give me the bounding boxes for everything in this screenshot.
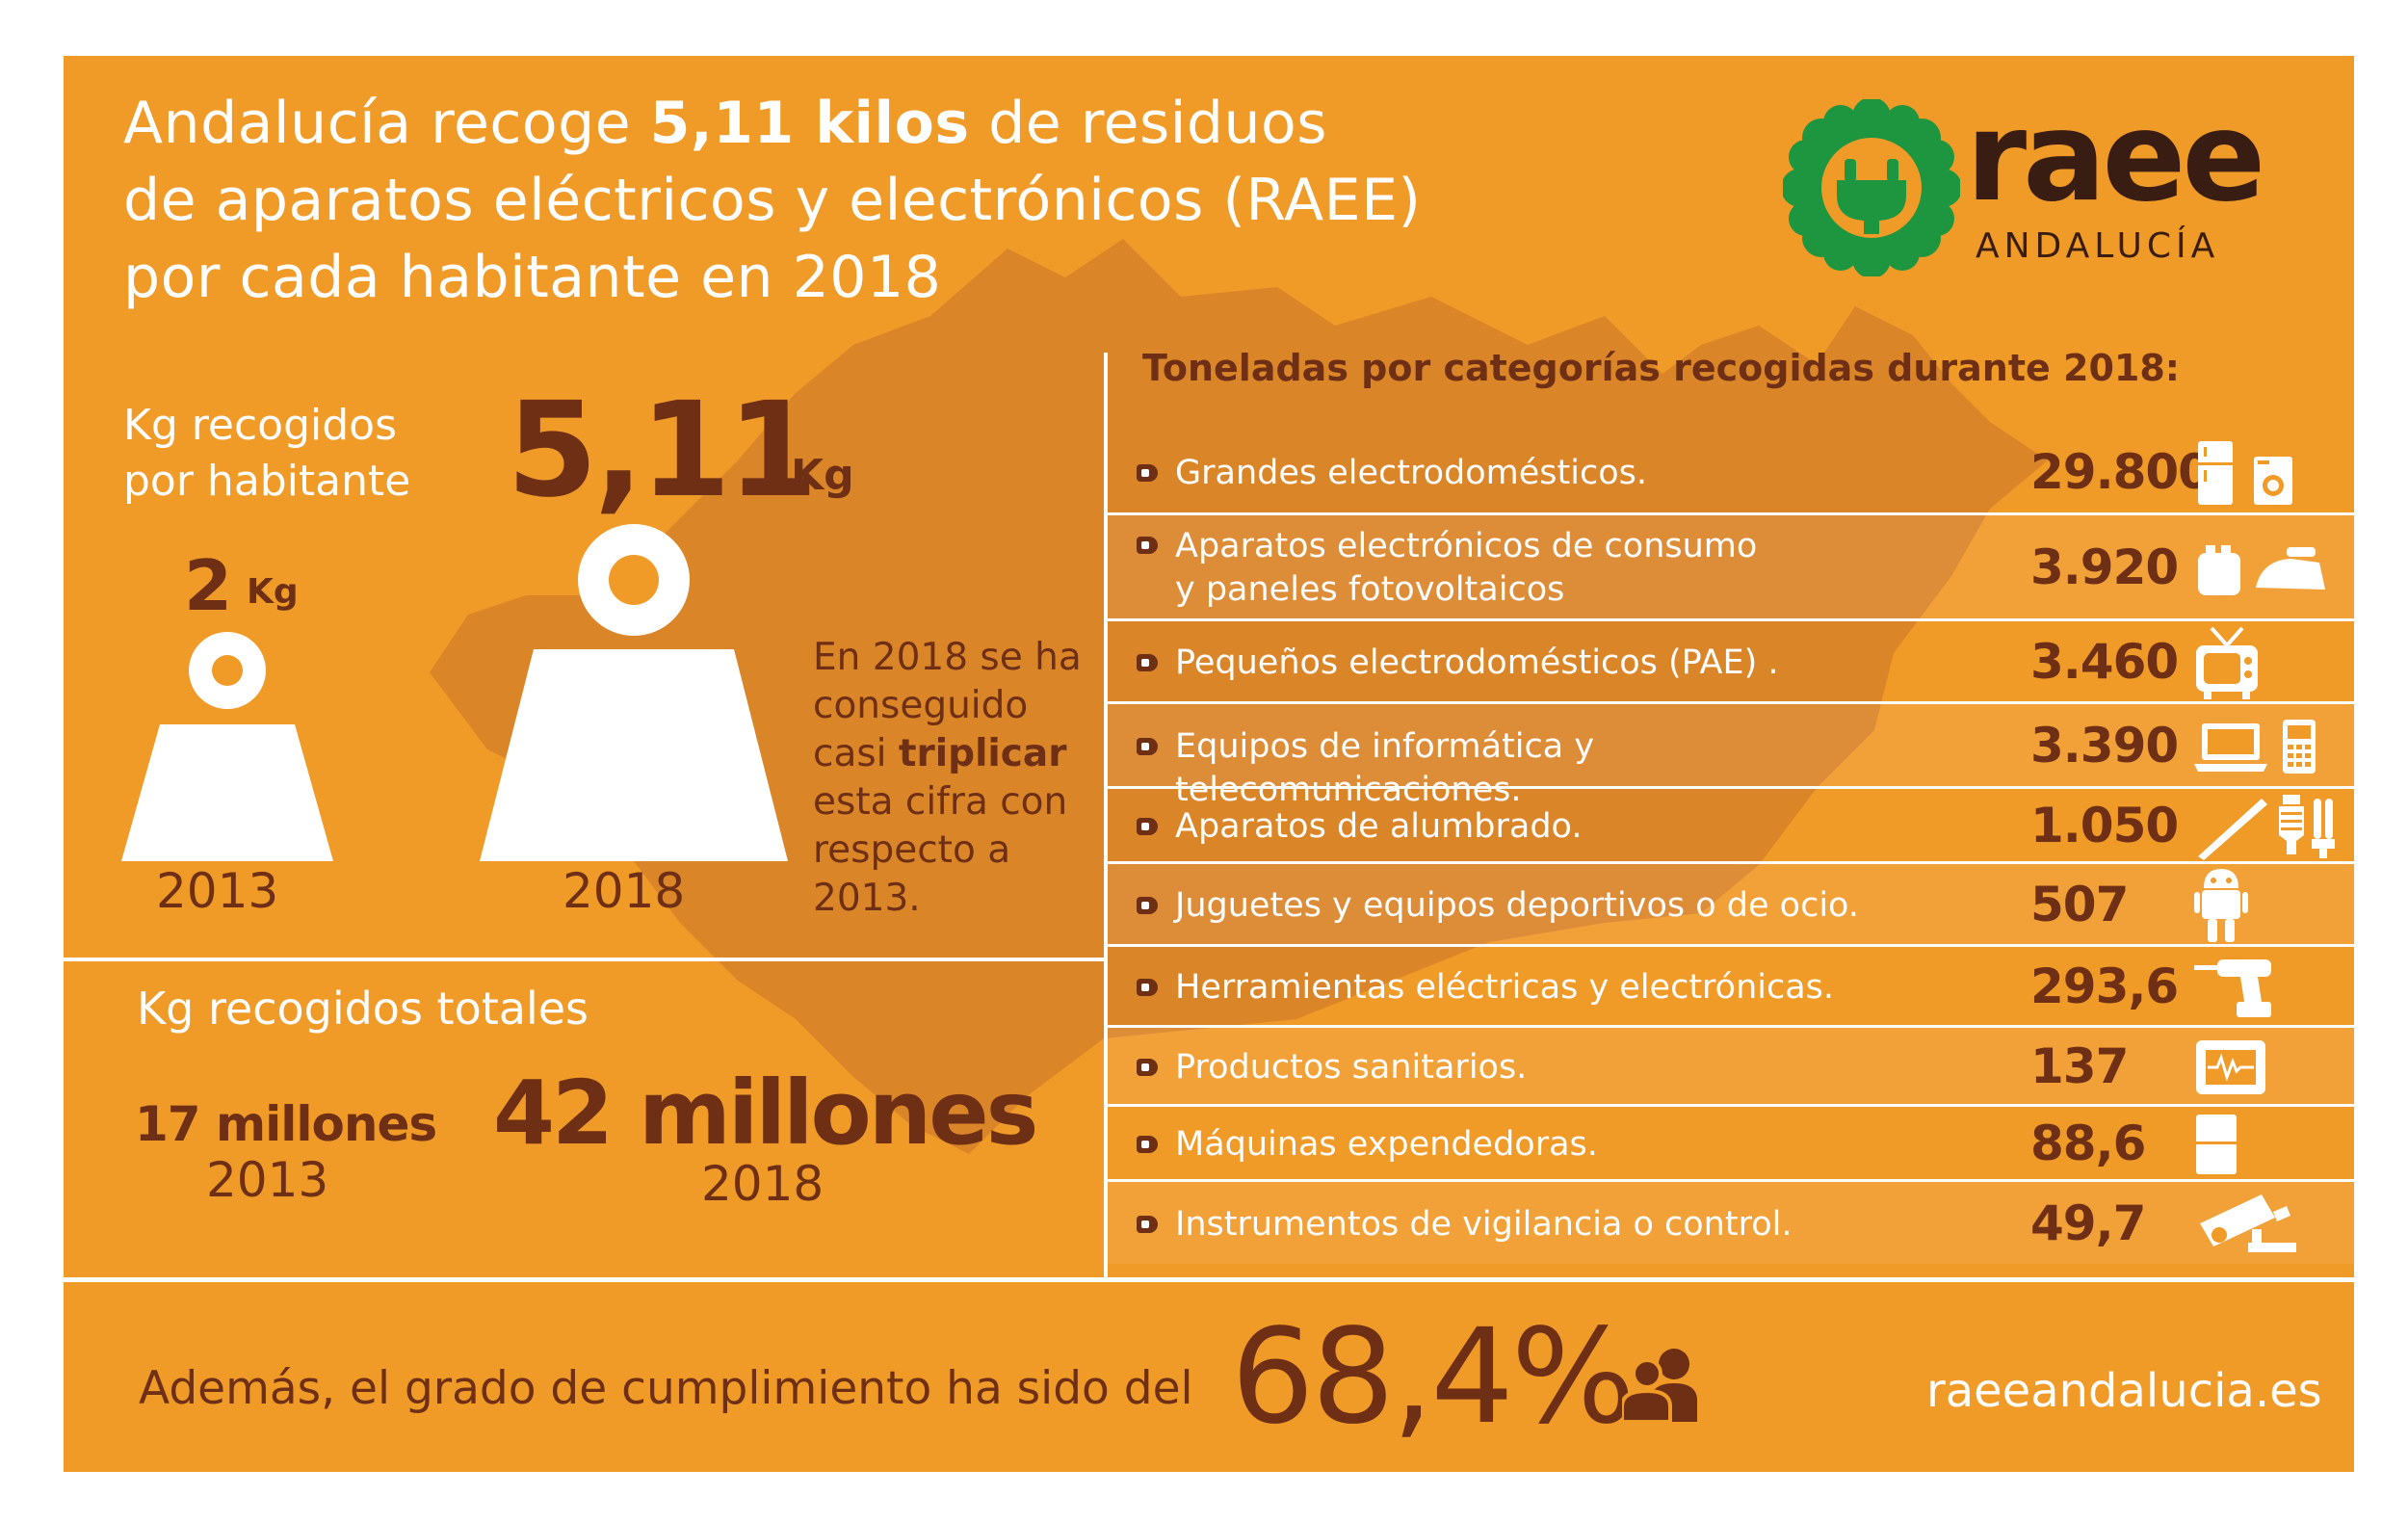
robot-toy-icon [2194,867,2248,948]
category-row: Pequeños electrodomésticos (PAE) . 3.460 [1108,618,2354,701]
category-value: 29.800 [2030,444,2212,500]
logo-wordmark: raee [1966,86,2265,229]
category-label: Pequeños electrodomésticos (PAE) . [1175,643,1779,682]
vending-machine-icon [2194,1113,2238,1180]
raee-logo: raee ANDALUCÍA [1783,86,2303,282]
category-value: 3.460 [2030,634,2179,690]
per-capita-2013-value: 2 [184,545,233,626]
totals-label: Kg recogidos totales [137,983,589,1035]
triple-note: En 2018 se ha conseguido casi triplicar … [813,636,1082,920]
category-value: 293,6 [2030,958,2179,1014]
per-capita-year-2018: 2018 [563,863,686,919]
category-label: Juguetes y equipos deportivos o de ocio. [1175,886,1859,925]
category-row: Máquinas expendedoras. 88,6 [1108,1104,2354,1179]
plug-bullet-icon [1137,464,1158,482]
category-label: Herramientas eléctricas y electrónicas. [1175,968,1835,1007]
people-icon [1622,1349,1697,1422]
category-row: Grandes electrodomésticos. 29.800 [1108,433,2354,512]
plug-gear-icon [1783,99,1960,276]
toaster-iron-icon [2194,539,2329,601]
compliance-value: 68,4% [1231,1301,1636,1454]
totals-2013-value: 17 millones [135,1096,437,1152]
fridge-washer-icon [2194,439,2300,511]
laptop-phone-icon [2194,718,2319,779]
compliance-text: Además, el grado de cumplimiento ha sido… [139,1362,1193,1415]
per-capita-2018-unit: Kg [791,451,854,500]
totals-2018-value: 42 millones [493,1062,1038,1165]
plug-bullet-icon [1137,537,1158,554]
plug-bullet-icon [1137,1216,1158,1233]
left-divider [64,958,1104,961]
weight-2018-icon [480,524,788,861]
category-label: Productos sanitarios. [1175,1048,1528,1087]
infographic: Andalucía recoge 5,11 kilos de residuos … [64,56,2354,1472]
category-row: Herramientas eléctricas y electrónicas. 2… [1108,944,2354,1025]
categories-table: Grandes electrodomésticos. 29.800 Aparatos… [1108,433,2354,1264]
category-value: 3.390 [2030,718,2179,774]
category-label: Instrumentos de vigilancia o control. [1175,1205,1793,1244]
per-capita-2018-value: 5,11 [507,375,819,527]
category-value: 3.920 [2030,539,2179,595]
category-label: Grandes electrodomésticos. [1175,454,1647,492]
plug-bullet-icon [1137,738,1158,755]
plug-bullet-icon [1137,1059,1158,1076]
vertical-divider [1104,353,1108,1279]
drill-icon [2194,954,2300,1025]
category-value: 507 [2030,877,2129,932]
totals-2018-year: 2018 [701,1156,824,1212]
plug-bullet-icon [1137,1136,1158,1153]
category-value: 88,6 [2030,1115,2146,1171]
category-label: Equipos de informática y telecomunicacio… [1175,727,1595,809]
category-value: 137 [2030,1038,2129,1094]
category-value: 49,7 [2030,1195,2146,1251]
per-capita-label: Kg recogidos por habitante [123,401,411,506]
plug-bullet-icon [1137,818,1158,835]
category-value: 1.050 [2030,798,2179,853]
category-row: Aparatos de alumbrado. 1.050 [1108,786,2354,861]
tv-icon [2194,626,2262,703]
medical-monitor-icon [2194,1038,2267,1100]
category-row: Productos sanitarios. 137 [1108,1025,2354,1104]
totals-2013-year: 2013 [206,1152,329,1208]
category-row: Aparatos electrónicos de consumo y panel… [1108,512,2354,618]
categories-header: Toneladas por categorías recogidas duran… [1142,347,2180,389]
category-row: Juguetes y equipos deportivos o de ocio.… [1108,861,2354,944]
bottom-divider [64,1277,2354,1282]
lamps-icon [2194,793,2348,864]
site-url[interactable]: raeeandalucia.es [1926,1364,2322,1418]
plug-bullet-icon [1137,897,1158,914]
weight-2013-icon [121,632,333,861]
category-label: Aparatos de alumbrado. [1175,807,1583,846]
category-row: Instrumentos de vigilancia o control. 49,… [1108,1179,2354,1264]
security-camera-icon [2194,1191,2300,1262]
plug-bullet-icon [1137,979,1158,996]
category-row: Equipos de informática y telecomunicacio… [1108,701,2354,809]
category-label: Máquinas expendedoras. [1175,1125,1598,1164]
per-capita-2013-unit: Kg [247,572,299,612]
plug-bullet-icon [1137,654,1158,671]
category-label: Aparatos electrónicos de consumo y panel… [1175,527,1758,609]
per-capita-year-2013: 2013 [156,863,279,919]
page-title: Andalucía recoge 5,11 kilos de residuos … [123,90,1422,311]
logo-subtitle: ANDALUCÍA [1976,226,2220,266]
